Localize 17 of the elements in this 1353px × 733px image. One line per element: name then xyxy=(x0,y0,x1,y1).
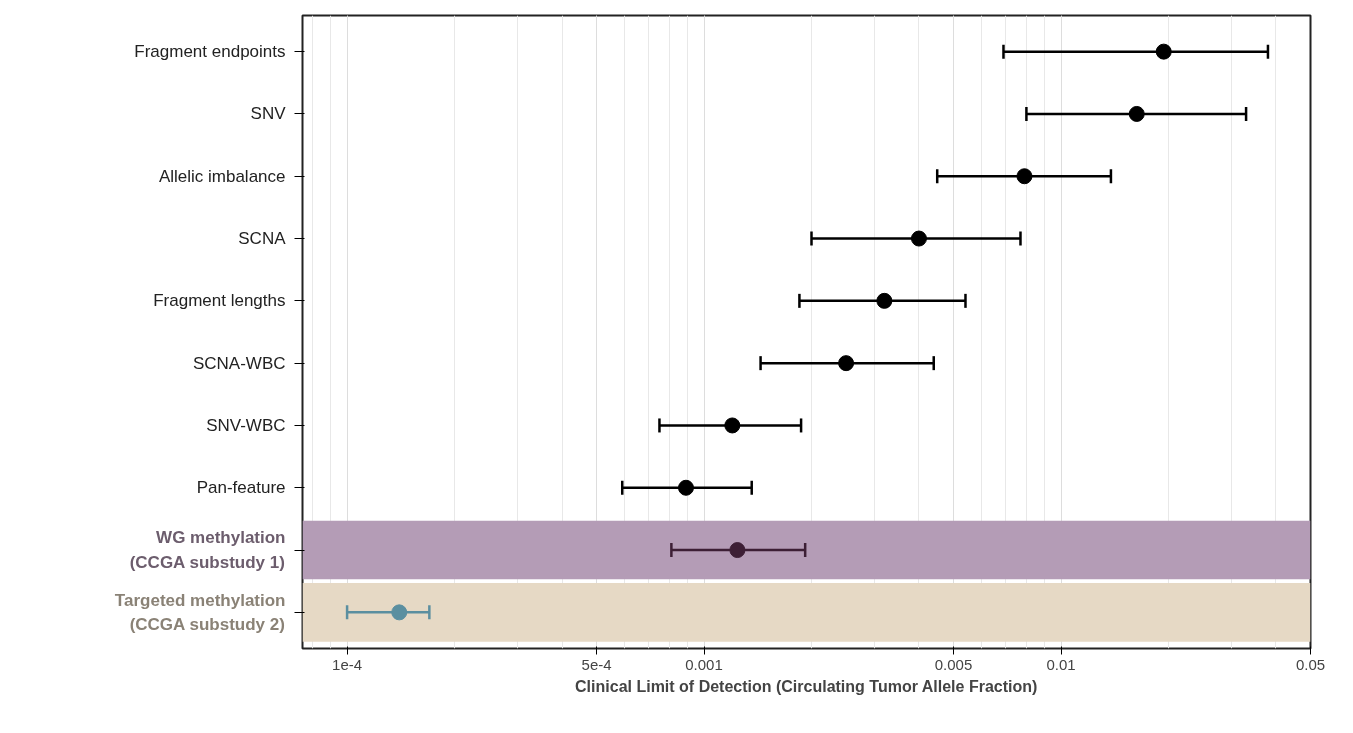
y-tick-label: WG methylation (CCGA substudy 1) xyxy=(129,528,286,572)
y-tick-label: SNV-WBC xyxy=(206,415,286,435)
y-tick-label: SNV xyxy=(250,104,287,124)
x-tick-label: 0.05 xyxy=(1295,655,1326,673)
y-tick-label: Allelic imbalance xyxy=(158,166,286,186)
x-tick-label: 1e-4 xyxy=(332,655,363,673)
x-tick-label: 5e-4 xyxy=(581,655,612,673)
y-tick-label: SCNA xyxy=(238,229,287,249)
y-tick-label: Pan-feature xyxy=(196,478,286,498)
x-tick-label: 0.001 xyxy=(685,655,723,673)
x-tick-label: 0.005 xyxy=(934,655,973,673)
y-tick-label: Fragment endpoints xyxy=(134,42,286,62)
y-tick-label: Targeted methylation (CCGA substudy 2) xyxy=(114,590,286,635)
x-tick-label: 0.01 xyxy=(1046,655,1076,673)
y-tick-label: SCNA-WBC xyxy=(192,353,286,373)
x-axis-title: Clinical Limit of Detection (Circulating Tumor Allele Fraction) xyxy=(575,677,1038,695)
y-tick-label: Fragment lengths xyxy=(153,291,286,311)
